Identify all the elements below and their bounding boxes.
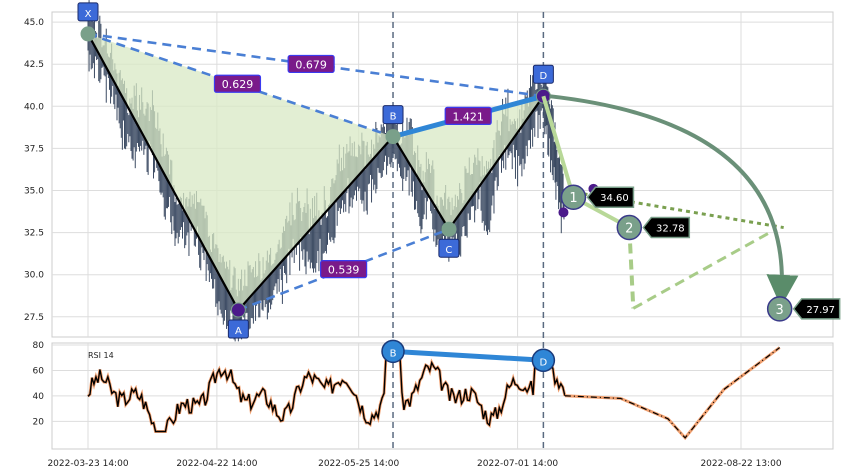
- ratio-label-xd: 0.679: [295, 58, 327, 71]
- ratio-label-bd: 1.421: [452, 110, 484, 123]
- pivot-dot-b: [385, 129, 401, 145]
- ratio-line-xb: [87, 32, 394, 138]
- rsi-tick-label: 80: [33, 341, 45, 351]
- ratio-label-xb: 0.629: [222, 78, 254, 91]
- price-tick-label: 30.0: [24, 271, 44, 281]
- rsi-line: [87, 354, 566, 433]
- time-tick-label: 2022-03-23 14:00: [47, 459, 128, 469]
- price-tick-label: 32.5: [24, 229, 44, 239]
- target-number-1: 1: [569, 191, 577, 206]
- pivot-label-box: [438, 238, 460, 258]
- pivot-label-box: [532, 64, 554, 84]
- projection-arrow: [549, 94, 799, 307]
- target-tag-2: [642, 216, 691, 239]
- pivot-dot-a: [230, 302, 246, 318]
- pivot-dot-x: [80, 26, 96, 42]
- time-tick-label: 2022-04-22 14:00: [176, 459, 257, 469]
- target-value-3: 27.97: [806, 305, 835, 316]
- rsi-divergence-marker-d: [531, 348, 556, 373]
- pivot-dot-c: [441, 221, 457, 237]
- price-tick-label: 42.5: [24, 60, 44, 70]
- pivot-label-d: D: [540, 71, 548, 82]
- pattern-leg-ab: [237, 135, 394, 311]
- target-circle-3: [766, 296, 793, 322]
- ratio-label-box: [320, 260, 368, 279]
- price-tick-label: 37.5: [24, 144, 44, 154]
- ratio-label-ac: 0.539: [328, 264, 360, 277]
- rsi-divergence-line: [392, 348, 544, 363]
- pivot-label-box: [382, 105, 404, 125]
- rsi-projection: [564, 347, 781, 439]
- target-tag-1: [586, 186, 635, 208]
- rsi-tick-label: 40: [33, 392, 45, 402]
- pattern-leg-bc: [392, 136, 450, 230]
- price-tick-label: 35.0: [24, 186, 44, 196]
- target-value-2: 32.78: [656, 224, 685, 235]
- xab-triangle: [88, 33, 394, 311]
- target-circle-1: [560, 184, 587, 210]
- pivot-label-box: [227, 319, 249, 339]
- pivot-label-box: [77, 2, 99, 22]
- projection-marker-dot: [558, 207, 569, 218]
- projection-dash-up: [632, 231, 771, 310]
- rsi-tick-label: 20: [33, 417, 45, 427]
- time-tick-label: 2022-08-22 13:00: [700, 459, 781, 469]
- bcd-triangle: [393, 96, 544, 230]
- price-tick-label: 27.5: [24, 313, 44, 323]
- pivot-label-x: X: [85, 9, 92, 20]
- pivot-label-a: A: [235, 326, 242, 337]
- target-tag-3: [792, 298, 841, 320]
- time-tick-label: 2022-05-25 14:00: [318, 459, 399, 469]
- rsi-tick-label: 60: [33, 366, 45, 376]
- pivot-label-c: C: [445, 245, 452, 256]
- price-tick-label: 45.0: [24, 18, 44, 28]
- price-tick-label: 40.0: [24, 102, 44, 112]
- pattern-leg-cd: [447, 95, 545, 230]
- projection-dash-down: [627, 227, 636, 309]
- target-circle-2: [616, 214, 643, 241]
- ratio-label-box: [213, 74, 262, 93]
- rsi-label: RSI 14: [88, 351, 114, 360]
- pattern-leg-xa: [87, 33, 240, 311]
- rsi-divergence-label-b: B: [390, 348, 397, 359]
- ratio-label-box: [444, 106, 492, 126]
- target-number-2: 2: [625, 222, 633, 237]
- rsi-divergence-marker-b: [381, 339, 405, 364]
- rsi-divergence-label-d: D: [540, 357, 548, 368]
- ratio-label-box: [287, 54, 335, 74]
- pivot-label-b: B: [390, 112, 397, 123]
- target-value-1: 34.60: [600, 193, 629, 204]
- target-number-3: 3: [776, 303, 784, 318]
- time-tick-label: 2022-07-01 14:00: [477, 459, 558, 469]
